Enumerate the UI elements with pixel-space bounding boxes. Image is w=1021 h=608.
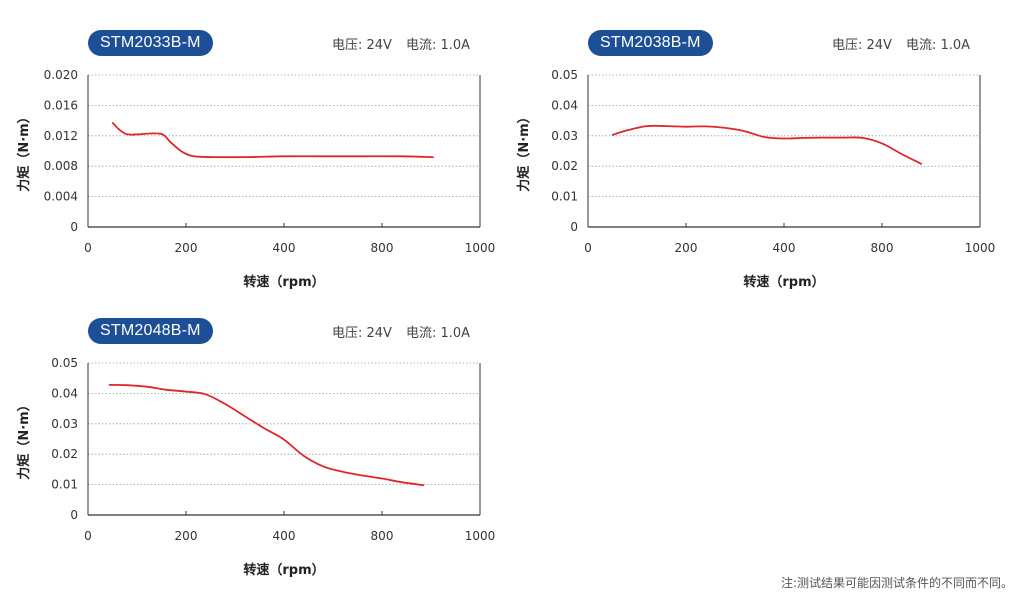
- x-tick-label: 400: [773, 241, 796, 255]
- y-tick-label: 0.020: [44, 68, 78, 82]
- x-tick-label: 200: [175, 529, 198, 543]
- y-tick-label: 0.03: [551, 129, 578, 143]
- x-tick-label: 400: [273, 241, 296, 255]
- chart-panel-stm2033b: STM2033B-M 电压: 24V 电流: 1.0A 0 200 400 800 100…: [10, 30, 510, 320]
- chart-title-badge: STM2048B-M: [88, 318, 213, 344]
- x-tick-label: 200: [675, 241, 698, 255]
- y-tick-label: 0: [70, 508, 78, 522]
- torque-chart-3: 0 200 400 800 1000 0 0.01 0.02 0.03 0.04 0.05 转速（rp…: [16, 356, 496, 578]
- x-tick-label: 400: [273, 529, 296, 543]
- torque-curve: [111, 122, 434, 159]
- y-tick-label: 0.01: [51, 478, 78, 492]
- y-tick-label: 0: [570, 220, 578, 234]
- voltage-label: 电压: 24V: [332, 326, 392, 341]
- footnote: 注:测试结果可能因测试条件的不同而不同。: [780, 576, 1013, 590]
- y-tick-label: 0.016: [44, 98, 78, 112]
- torque-chart-2: 0 200 400 800 1000 0 0.01 0.02 0.03 0.04 0.05 转速（rp…: [516, 68, 996, 290]
- current-label: 电流: 1.0A: [405, 38, 471, 53]
- y-tick-label: 0.008: [44, 159, 78, 173]
- x-axis-title: 转速（rpm）: [743, 274, 824, 290]
- x-tick-label: 800: [371, 529, 394, 543]
- y-axis-title: 力矩（N·m）: [16, 110, 32, 191]
- torque-curve: [108, 384, 425, 487]
- y-tick-label: 0.04: [551, 98, 578, 112]
- current-label: 电流: 1.0A: [905, 38, 971, 53]
- y-axis-title: 力矩（N·m）: [516, 110, 532, 191]
- voltage-label: 电压: 24V: [832, 38, 892, 53]
- y-tick-label: 0.004: [44, 190, 78, 204]
- torque-chart-1: 0 200 400 800 1000 0 0.004 0.008 0.012 0.016 0.020…: [16, 68, 496, 290]
- chart-spec: 电压: 24V 电流: 1.0A: [332, 322, 470, 341]
- y-axis-title: 力矩（N·m）: [16, 398, 32, 479]
- x-tick-label: 1000: [465, 529, 496, 543]
- chart-spec: 电压: 24V 电流: 1.0A: [332, 34, 470, 53]
- y-tick-label: 0.03: [51, 417, 78, 431]
- current-label: 电流: 1.0A: [405, 326, 471, 341]
- x-tick-label: 0: [84, 529, 92, 543]
- y-tick-label: 0.012: [44, 129, 78, 143]
- y-tick-label: 0.02: [551, 159, 578, 173]
- x-tick-label: 0: [584, 241, 592, 255]
- chart-spec: 电压: 24V 电流: 1.0A: [832, 34, 970, 53]
- torque-curve: [611, 124, 923, 165]
- chart-title-badge: STM2033B-M: [88, 30, 213, 56]
- y-tick-label: 0.05: [51, 356, 78, 370]
- chart-panel-stm2048b: STM2048B-M 电压: 24V 电流: 1.0A 0 200 400 800 100…: [10, 318, 510, 608]
- x-tick-label: 800: [871, 241, 894, 255]
- x-tick-label: 1000: [965, 241, 996, 255]
- y-tick-label: 0.02: [51, 447, 78, 461]
- x-axis-title: 转速（rpm）: [243, 562, 324, 578]
- x-tick-label: 0: [84, 241, 92, 255]
- y-tick-label: 0.01: [551, 190, 578, 204]
- chart-title-badge: STM2038B-M: [588, 30, 713, 56]
- voltage-label: 电压: 24V: [332, 38, 392, 53]
- x-tick-label: 200: [175, 241, 198, 255]
- x-tick-label: 800: [371, 241, 394, 255]
- x-axis-title: 转速（rpm）: [243, 274, 324, 290]
- x-tick-label: 1000: [465, 241, 496, 255]
- y-tick-label: 0.05: [551, 68, 578, 82]
- y-tick-label: 0.04: [51, 386, 78, 400]
- chart-panel-stm2038b: STM2038B-M 电压: 24V 电流: 1.0A 0 200 400 800 100…: [510, 30, 1010, 320]
- y-tick-label: 0: [70, 220, 78, 234]
